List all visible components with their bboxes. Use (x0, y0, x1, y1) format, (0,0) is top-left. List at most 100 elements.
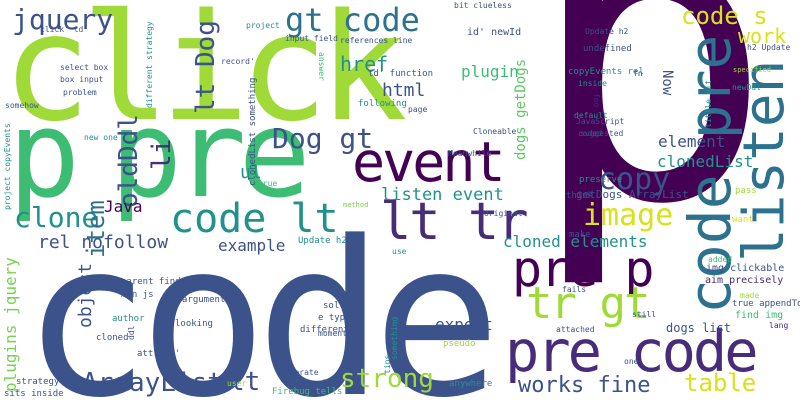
word-href: href (340, 52, 389, 76)
word-id-newid: id' newId (467, 27, 522, 38)
word-table: table (684, 369, 757, 397)
word-solve: solve (323, 301, 351, 311)
word-one: one (624, 357, 639, 366)
word-dogs-getdogs: dogs getDogs (513, 58, 529, 160)
word-update-h2-right: Update h2 (585, 27, 629, 36)
word-think: think (566, 191, 594, 201)
word-fails: fails (562, 285, 587, 294)
word-lt-tr: lt tr (380, 192, 529, 252)
word-pre-code: pre code (505, 319, 759, 385)
word-project-copyevents: project copyEvents (3, 123, 12, 210)
word-td-function: td' function (368, 69, 434, 79)
word-box-input: box input (60, 75, 104, 84)
word-newddl: newDdl (732, 83, 761, 92)
word-made: made (740, 291, 760, 300)
word-code-huge: code (22, 196, 501, 400)
word-make: make (569, 230, 591, 240)
word-update-h2: Update h2 (298, 236, 347, 246)
word-select-box: select box (60, 63, 109, 72)
word-now: Now (659, 70, 675, 96)
word-image: image (583, 198, 674, 233)
word-pseudo: pseudo (443, 339, 476, 349)
word-code-lt: code lt (170, 196, 339, 242)
word-event: event (352, 130, 506, 194)
word-copy: copy (598, 162, 671, 197)
word-strong: strong (340, 364, 434, 394)
word-dog-gt: Dog gt (272, 122, 374, 155)
word-e-type: e type (318, 313, 351, 323)
word-preserve: preserve (579, 175, 623, 185)
word-problem: problem (63, 88, 97, 97)
word-bit-clueless: bit clueless (454, 1, 512, 10)
word-jquery: jquery (12, 3, 114, 36)
word-still: still (632, 310, 657, 319)
word-suggested: suggested (580, 129, 624, 138)
word-aim-precisely: aim precisely (705, 275, 784, 286)
word-firebug-tells: Firebug tells (272, 387, 343, 397)
word-tips: tips (383, 354, 392, 374)
word-tr-gt: tr gt (526, 278, 650, 329)
word-img-clickable: img clickable (706, 263, 785, 274)
word-click: click (2, 0, 408, 154)
word-want: want (732, 215, 754, 225)
word-listen-event: listen event (381, 185, 504, 205)
word-strategy-see: strategy see (16, 377, 82, 387)
word-plugin: plugin (461, 62, 519, 81)
word-lang: lang (769, 321, 789, 330)
word-pre-p: pre p (512, 240, 655, 298)
word-getdogs-arraylist: getDogs ArrayList (576, 188, 689, 201)
word-original: original (484, 209, 523, 218)
word-clonedlist: clonedList (657, 152, 754, 171)
word-plugins-jquery: plugins jquery (1, 257, 20, 392)
word-works-fine: works fine (518, 373, 651, 398)
word-anywhere: anywhere (449, 379, 493, 389)
word-looking: looking (175, 319, 213, 329)
word-specified: specified (733, 66, 771, 74)
word-method: method (343, 201, 369, 209)
word-pre: pre (110, 86, 311, 225)
word-input-field: input field (285, 34, 338, 43)
word-inside: inside (578, 79, 607, 88)
word-coded: coded (578, 129, 603, 138)
word-h2-update: h2 Update (747, 43, 791, 52)
word-cloned: cloned (96, 333, 129, 343)
word-moment: moment (318, 329, 347, 338)
word-lt-dog: lt Dog (191, 20, 221, 114)
word-different-strategy: different strategy (145, 21, 154, 108)
word-answer: answer (317, 52, 326, 81)
word-little-bit: little bit (704, 79, 713, 128)
word-p-huge: p (527, 0, 774, 294)
word-dogs-list: dogs list (666, 321, 732, 335)
word-foo: foo (592, 93, 601, 108)
word-somehow: somehow (5, 101, 39, 110)
word-default: default (574, 111, 608, 120)
word-p: p (8, 86, 81, 225)
word-find-img: find img (735, 310, 784, 321)
word-meanwhile: Meanwhile (448, 149, 492, 158)
word-cloned-elements: cloned elements (503, 232, 648, 251)
word-cloneable: Cloneable (473, 127, 517, 136)
word-author: author (112, 314, 145, 324)
word-true: true (258, 179, 278, 188)
word-pass: pass (735, 186, 757, 196)
word-something: something (390, 316, 399, 360)
word-clone: clone (14, 201, 99, 234)
word-gt-code: gt code (285, 1, 420, 39)
word-references-line: references line (340, 36, 413, 45)
word-different: different (300, 325, 349, 335)
word-following: following (358, 99, 407, 109)
word-project: project (246, 21, 280, 30)
word-ddl: ddl (127, 325, 136, 340)
word-sits-inside: sits inside (4, 389, 64, 399)
word-user: user (227, 379, 247, 388)
word-ul: ul (240, 162, 262, 183)
word-example: example (218, 236, 286, 255)
word-arraylist: ArrayList (82, 368, 223, 398)
word-record: record' (221, 57, 255, 66)
word-work: work (738, 24, 787, 48)
word-new-one: new one (84, 133, 118, 142)
word-java: Java (104, 197, 143, 216)
word-object: object (75, 262, 96, 328)
word-clonedlist-something: clonedList something (248, 77, 258, 186)
